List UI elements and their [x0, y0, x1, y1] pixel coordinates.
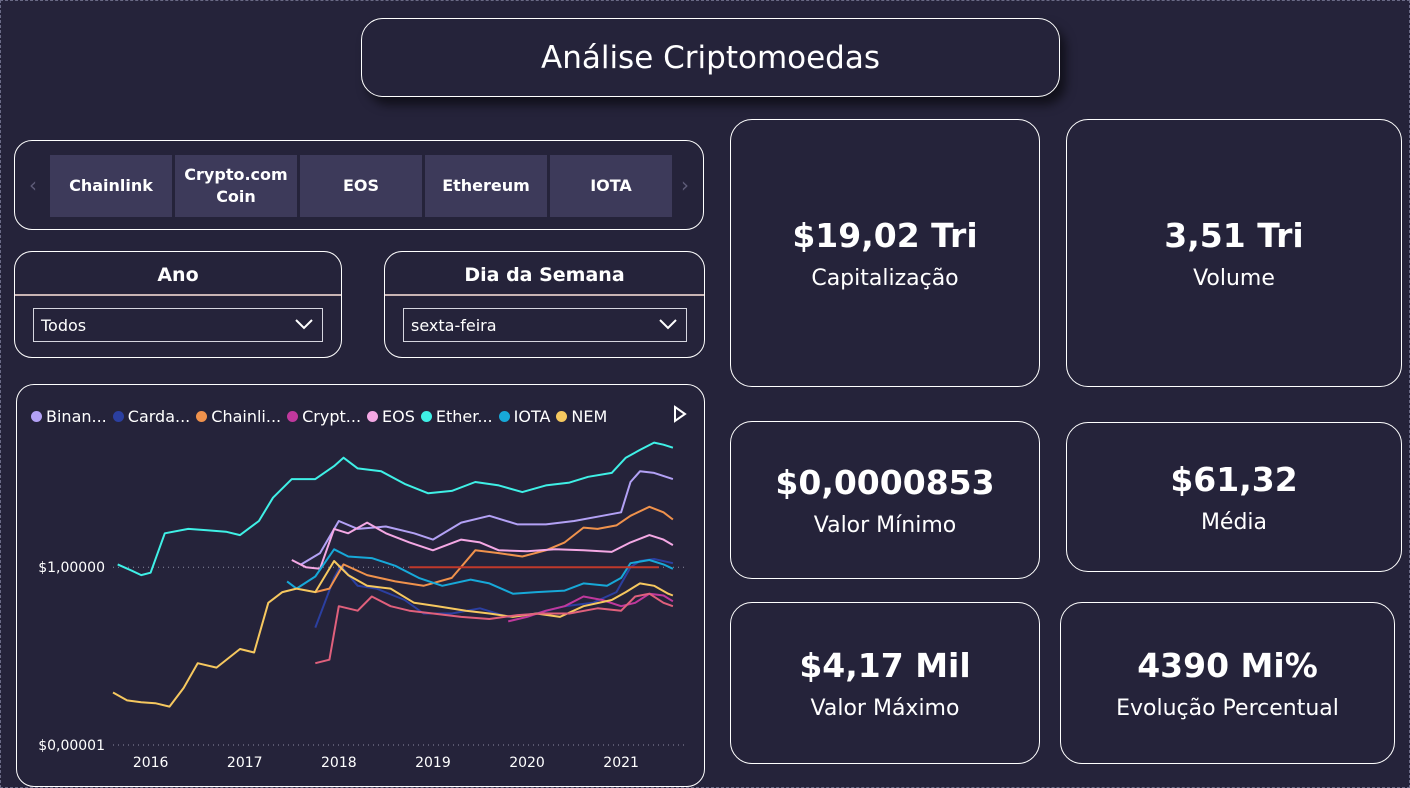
crypto-tiles: Chainlink Crypto.com Coin EOS Ethereum I… — [50, 155, 672, 217]
tile-iota[interactable]: IOTA — [550, 155, 672, 217]
report-title: Análise Criptomoedas — [540, 39, 881, 76]
series-line[interactable] — [291, 521, 674, 570]
kpi-label: Volume — [1193, 265, 1275, 291]
report-title-box: Análise Criptomoedas — [361, 18, 1060, 97]
x-tick-label: 2016 — [133, 755, 169, 771]
kpi-volume: 3,51 Tri Volume — [1066, 119, 1402, 387]
kpi-min-value: $0,0000853 Valor Mínimo — [730, 421, 1040, 579]
series-line[interactable] — [112, 560, 674, 708]
kpi-label: Evolução Percentual — [1116, 695, 1339, 721]
legend-item[interactable]: Ether... — [420, 407, 493, 426]
series-line[interactable] — [315, 505, 674, 594]
weekday-dropdown[interactable]: sexta-feira — [403, 308, 687, 342]
chevron-left-icon[interactable]: ‹ — [29, 173, 37, 197]
legend-label: IOTA — [513, 407, 551, 426]
price-line-chart: $1,00000 $0,00001 2016 2017 2018 2019 2020 2021 — [38, 441, 687, 771]
legend-item[interactable]: Binan... — [31, 407, 107, 426]
legend-label: Binan... — [46, 407, 107, 426]
kpi-capitalization: $19,02 Tri Capitalização — [730, 119, 1040, 387]
legend-label: NEM — [571, 407, 608, 426]
legend-dot — [556, 411, 568, 422]
series-line[interactable] — [300, 470, 674, 566]
tile-ethereum[interactable]: Ethereum — [425, 155, 547, 217]
price-chart-card: Binan... Carda... Chainli... Crypt... EOS Eth… — [16, 384, 705, 787]
tile-chainlink[interactable]: Chainlink — [50, 155, 172, 217]
x-tick-label: 2019 — [415, 755, 451, 771]
kpi-average: $61,32 Média — [1066, 422, 1402, 572]
chevron-down-icon — [659, 319, 677, 330]
crypto-slicer: ‹ Chainlink Crypto.com Coin EOS Ethereum… — [14, 140, 704, 230]
legend-next-icon[interactable] — [673, 405, 687, 423]
legend-dot — [196, 411, 208, 422]
kpi-value: $61,32 — [1170, 459, 1298, 499]
weekday-filter: Dia da Semana sexta-feira — [384, 251, 705, 358]
x-tick-label: 2020 — [509, 755, 545, 771]
kpi-label: Valor Máximo — [810, 695, 960, 721]
kpi-percent-evolution: 4390 Mi% Evolução Percentual — [1060, 602, 1395, 764]
legend-dot — [367, 411, 379, 422]
legend-dot — [112, 411, 124, 422]
year-dropdown-value: Todos — [41, 315, 87, 335]
tile-crypto-com-coin[interactable]: Crypto.com Coin — [175, 155, 297, 217]
legend-dot — [287, 411, 299, 422]
kpi-label: Média — [1200, 509, 1268, 535]
tile-eos[interactable]: EOS — [300, 155, 422, 217]
legend-dot — [31, 411, 42, 422]
series-line[interactable] — [314, 558, 674, 628]
legend-item[interactable]: NEM — [556, 407, 607, 426]
divider — [385, 294, 704, 296]
kpi-label: Capitalização — [811, 265, 959, 291]
legend-item[interactable]: IOTA — [498, 407, 551, 426]
series-line[interactable] — [117, 441, 674, 577]
x-tick-label: 2018 — [321, 755, 357, 771]
weekday-filter-title: Dia da Semana — [464, 264, 625, 286]
x-tick-label: 2017 — [227, 755, 263, 771]
year-filter-title: Ano — [157, 264, 199, 286]
chevron-down-icon — [295, 319, 313, 330]
chart-legend: Binan... Carda... Chainli... Crypt... EOS Eth… — [31, 407, 613, 426]
year-dropdown[interactable]: Todos — [33, 308, 323, 342]
legend-item[interactable]: Chainli... — [196, 407, 281, 426]
series-line[interactable] — [507, 592, 674, 623]
legend-item[interactable]: EOS — [367, 407, 415, 426]
kpi-value: 3,51 Tri — [1164, 215, 1304, 255]
legend-label: Chainli... — [211, 407, 282, 426]
chevron-right-icon[interactable]: › — [681, 173, 689, 197]
kpi-value: $0,0000853 — [775, 462, 995, 502]
y-tick-label: $0,00001 — [38, 738, 105, 754]
legend-label: EOS — [382, 407, 415, 426]
legend-label: Carda... — [127, 407, 191, 426]
kpi-max-value: $4,17 Mil Valor Máximo — [730, 602, 1040, 764]
legend-dot — [420, 411, 432, 422]
kpi-value: $19,02 Tri — [792, 215, 978, 255]
legend-item[interactable]: Carda... — [112, 407, 191, 426]
x-tick-label: 2021 — [603, 755, 639, 771]
kpi-value: 4390 Mi% — [1137, 645, 1318, 685]
legend-label: Crypt... — [302, 407, 362, 426]
weekday-dropdown-value: sexta-feira — [411, 315, 497, 335]
y-tick-label: $1,00000 — [38, 560, 105, 576]
legend-item[interactable]: Crypt... — [287, 407, 361, 426]
legend-label: Ether... — [435, 407, 493, 426]
kpi-value: $4,17 Mil — [799, 645, 971, 685]
kpi-label: Valor Mínimo — [813, 512, 957, 538]
legend-dot — [498, 411, 510, 422]
year-filter: Ano Todos — [14, 251, 342, 358]
series-line[interactable] — [315, 592, 674, 665]
divider — [15, 294, 341, 296]
